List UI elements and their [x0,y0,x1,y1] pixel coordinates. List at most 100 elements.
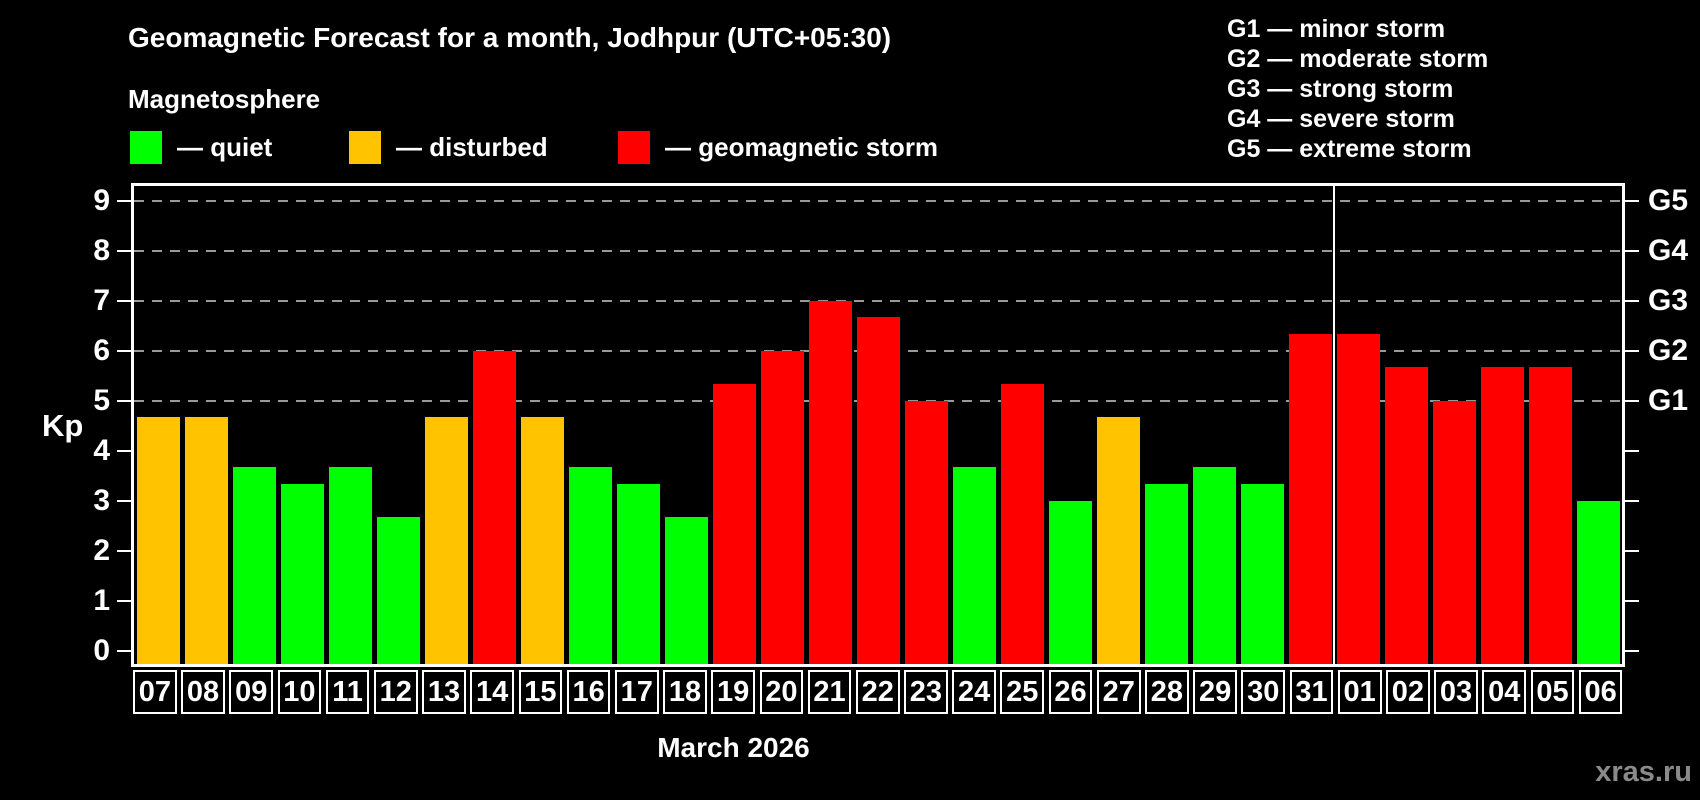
day-label-22: 22 [855,670,900,714]
bar-day-20 [760,350,804,664]
bar-day-18 [664,517,708,664]
g3-legend-line: G3 — strong storm [1227,75,1454,103]
bar-day-21 [808,300,852,664]
bar-day-30 [1240,484,1284,664]
right-tick-kp-0 [1625,649,1639,652]
bar-day-31 [1288,334,1332,664]
bar-day-09 [232,467,276,664]
bar-day-10 [280,484,324,664]
bar-day-19 [712,384,756,664]
y-axis-label: Kp [42,408,84,443]
day-label-26: 26 [1048,670,1093,714]
day-label-14: 14 [470,670,515,714]
g2-legend-line: G2 — moderate storm [1227,45,1489,73]
day-label-15: 15 [518,670,563,714]
g5-legend-line: G5 — extreme storm [1227,135,1472,163]
bar-day-29 [1192,467,1236,664]
right-axis-label-g3: G3 [1648,283,1689,317]
left-tick-kp-5 [117,399,131,402]
day-label-09: 09 [229,670,274,714]
bar-day-22 [856,317,900,664]
y-tick-label-7: 7 [93,283,110,317]
bar-day-25 [1000,384,1044,664]
right-tick-kp-8 [1625,249,1639,252]
bar-day-08 [184,417,228,664]
y-tick-label-3: 3 [93,483,110,517]
bar-day-17 [616,484,660,664]
day-label-23: 23 [904,670,948,714]
legend-item-storm: — geomagnetic storm [618,130,938,164]
g-scale-legend: G1 — minor storm G2 — moderate storm G3 … [1227,14,1488,164]
bar-day-16 [568,467,612,664]
left-tick-kp-3 [117,499,131,502]
bar-day-04 [1480,367,1524,664]
bar-day-05 [1528,367,1572,664]
day-label-25: 25 [1000,670,1045,714]
chart-subtitle: Magnetosphere [128,84,321,114]
bar-day-24 [952,467,996,664]
gridline-kp-7 [134,299,1622,302]
x-axis-label: March 2026 [657,732,810,763]
legend-item-disturbed: — disturbed [349,130,548,164]
right-tick-kp-4 [1625,449,1639,452]
right-axis-label-g5: G5 [1648,183,1689,217]
bar-day-28 [1144,484,1188,664]
day-label-03: 03 [1434,670,1478,714]
day-label-04: 04 [1482,670,1527,714]
g1-legend-line: G1 — minor storm [1227,15,1446,43]
left-tick-kp-7 [117,299,131,302]
bar-day-02 [1384,367,1428,664]
day-label-13: 13 [422,670,466,714]
legend-item-quiet: — quiet [130,130,272,164]
bar-day-07 [136,417,180,664]
bar-day-26 [1048,500,1092,664]
day-label-17: 17 [614,670,659,714]
day-label-06: 06 [1578,670,1623,714]
gridline-kp-8 [134,249,1622,252]
bar-day-13 [424,417,468,664]
day-label-11: 11 [325,670,370,714]
storm-swatch [618,130,650,164]
right-tick-kp-1 [1625,599,1639,602]
legend-label-quiet: — quiet [177,131,273,162]
left-tick-kp-4 [117,449,131,452]
bar-day-06 [1576,500,1620,664]
bar-day-14 [472,350,516,664]
day-label-27: 27 [1096,670,1141,714]
legend-label-storm: — geomagnetic storm [665,131,939,162]
y-tick-label-0: 0 [93,633,110,667]
left-tick-kp-9 [117,199,131,202]
day-label-30: 30 [1241,670,1286,714]
day-label-10: 10 [277,670,322,714]
y-tick-label-1: 1 [93,583,110,617]
bar-day-11 [328,467,372,664]
month-separator [1333,186,1335,664]
y-tick-label-5: 5 [93,383,110,417]
day-label-24: 24 [952,670,996,714]
page-title: Geomagnetic Forecast for a month, Jodhpu… [128,22,892,53]
day-label-05: 05 [1530,670,1575,714]
day-label-28: 28 [1145,670,1189,714]
left-tick-kp-6 [117,349,131,352]
left-tick-kp-8 [117,249,131,252]
day-label-16: 16 [566,670,611,714]
day-label-20: 20 [759,670,804,714]
left-tick-kp-1 [117,599,131,602]
day-label-29: 29 [1193,670,1237,714]
day-label-01: 01 [1337,670,1382,714]
y-tick-label-8: 8 [93,233,110,267]
right-axis-label-g2: G2 [1648,333,1689,367]
day-label-08: 08 [181,670,225,714]
bar-day-03 [1432,400,1476,664]
gridline-kp-9 [134,199,1622,202]
day-label-07: 07 [133,670,177,714]
bar-day-01 [1336,334,1380,664]
right-tick-kp-7 [1625,299,1639,302]
right-tick-kp-6 [1625,349,1639,352]
bar-day-12 [376,517,420,664]
right-tick-kp-3 [1625,499,1639,502]
g4-legend-line: G4 — severe storm [1227,105,1455,133]
legend-label-disturbed: — disturbed [396,131,548,162]
right-tick-kp-2 [1625,549,1639,552]
